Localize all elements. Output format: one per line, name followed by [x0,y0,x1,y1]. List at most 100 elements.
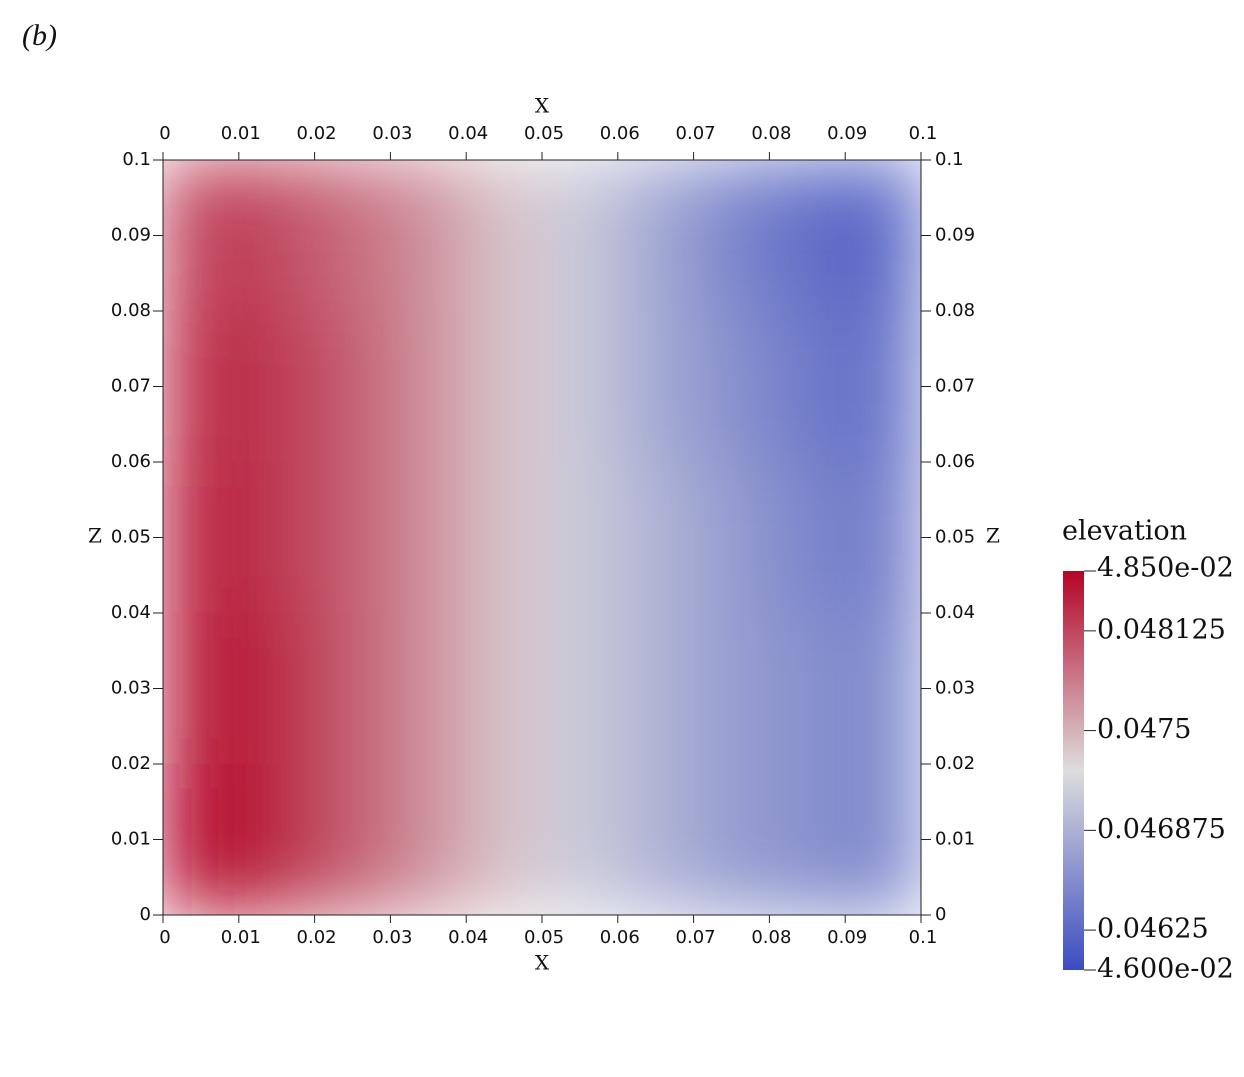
x-tick-label: 0.03 [372,123,412,144]
y-tick-label: 0.06 [935,451,975,472]
heatmap-cell [844,160,921,312]
x-tick-label: 0.1 [909,123,938,144]
y-axis-label: Z [88,524,102,548]
colorbar-tick-label: 0.048125 [1097,614,1226,645]
colorbar-tick-label: 0.0475 [1097,714,1191,745]
x-tick-label: 0.02 [297,123,337,144]
x-tick-label: 0.09 [827,123,867,144]
heatmap-cell [314,461,391,614]
heatmap-cell [238,310,316,463]
colorbar-tick-label: 4.850e-02 [1097,553,1234,584]
colorbar [1063,571,1084,970]
heatmap-cell [465,160,543,312]
y-tick-label: 0.03 [111,678,151,699]
x-tick-label: 0.02 [297,927,337,948]
heatmap-cell [541,461,619,614]
heatmap-cell [238,763,316,915]
y-tick-label: 0.03 [935,678,975,699]
x-tick-label: 0.09 [827,927,867,948]
y-tick-label: 0.09 [111,225,151,246]
x-tick-label: 0 [159,123,170,144]
heatmap-cell [314,310,391,463]
heatmap-cell [389,160,467,312]
y-tick-label: 0.08 [935,300,975,321]
x-tick-label: 0 [159,927,170,948]
x-tick-label: 0.08 [751,123,791,144]
y-tick-label: 0.07 [935,376,975,397]
y-tick-label: 0.01 [935,829,975,850]
x-tick-label: 0.04 [448,123,488,144]
x-tick-label: 0.01 [221,927,261,948]
heatmap-cell [844,461,921,614]
colorbar-tick-label: 0.04625 [1097,914,1209,945]
heatmap-cell [163,763,240,915]
y-axis-label: Z [986,524,1000,548]
heatmap-cell [163,461,240,614]
heatmap-cell [163,310,240,463]
y-tick-label: 0.04 [935,602,975,623]
heatmap-cell [844,763,921,915]
panel-label: (b) [22,19,57,52]
heatmap-cell [238,612,316,765]
x-tick-label: 0.05 [524,927,564,948]
x-tick-label: 0.06 [600,123,640,144]
heatmap-cell [844,612,921,765]
y-tick-label: 0 [935,904,946,925]
heatmap-cell [465,461,543,614]
colorbar-tick-label: 0.046875 [1097,814,1226,845]
heatmap-cell [238,461,316,614]
y-tick-label: 0.01 [111,829,151,850]
heatmap-cells [163,160,921,915]
x-tick-label: 0.05 [524,123,564,144]
heatmap-cell [163,612,240,765]
y-tick-label: 0.1 [122,149,151,170]
heatmap-cell [541,763,619,915]
x-tick-label: 0.07 [676,927,716,948]
heatmap-cell [314,612,391,765]
colorbar-tick-label: 4.600e-02 [1097,954,1234,985]
heatmap-cell [541,612,619,765]
heatmap-cell [768,763,846,915]
y-tick-label: 0.08 [111,300,151,321]
x-tick-label: 0.03 [372,927,412,948]
x-axis-label: X [535,951,550,975]
heatmap-cell [238,160,316,312]
heatmap-cell [617,461,695,614]
heatmap-cell [465,310,543,463]
heatmap-cell [693,763,770,915]
heatmap-cell [617,310,695,463]
heatmap-cell [617,160,695,312]
heatmap-cell [844,310,921,463]
y-tick-label: 0.04 [111,602,151,623]
heatmap-cell [465,612,543,765]
x-tick-label: 0.08 [751,927,791,948]
heatmap-cell [314,763,391,915]
y-tick-label: 0.02 [935,753,975,774]
heatmap-cell [389,612,467,765]
y-tick-label: 0.07 [111,376,151,397]
y-tick-label: 0.05 [111,527,151,548]
heatmap-cell [314,160,391,312]
heatmap-cell [389,461,467,614]
y-tick-label: 0.06 [111,451,151,472]
heatmap-cell [693,461,770,614]
heatmap-cell [541,160,619,312]
heatmap-cell [693,310,770,463]
heatmap [163,160,921,915]
x-tick-label: 0.06 [600,927,640,948]
x-tick-label: 0.1 [909,927,938,948]
heatmap-cell [768,461,846,614]
y-tick-label: 0.02 [111,753,151,774]
heatmap-cell [693,160,770,312]
heatmap-cell [768,612,846,765]
x-tick-label: 0.01 [221,123,261,144]
heatmap-cell [693,612,770,765]
heatmap-cell [389,763,467,915]
y-tick-label: 0 [140,904,151,925]
heatmap-cell [389,310,467,463]
x-tick-label: 0.07 [676,123,716,144]
heatmap-cell [617,612,695,765]
heatmap-cell [768,160,846,312]
y-tick-label: 0.05 [935,527,975,548]
